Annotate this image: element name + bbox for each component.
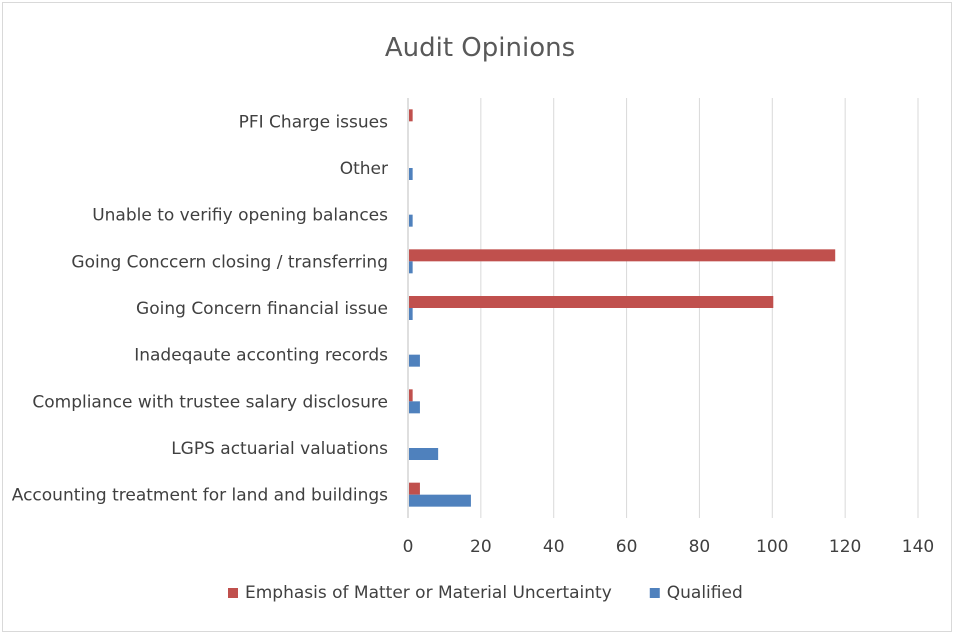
bar-qualified: [409, 354, 420, 367]
chart-title: Audit Opinions: [385, 33, 575, 63]
category-label: Going Conccern closing / transferring: [71, 252, 388, 272]
bar-emphasis: [409, 249, 836, 262]
chart-frame: [2, 2, 952, 632]
legend-swatch: [649, 588, 660, 598]
bar-qualified: [409, 261, 413, 274]
bar-emphasis: [409, 389, 413, 402]
legend-label: Qualified: [667, 583, 743, 603]
bars: [409, 109, 836, 507]
bar-qualified: [409, 214, 413, 227]
category-label: LGPS actuarial valuations: [171, 439, 388, 459]
x-tick-label: 120: [829, 537, 861, 557]
x-tick-label: 40: [543, 537, 565, 557]
legend-swatch: [228, 588, 238, 598]
category-label: PFI Charge issues: [239, 112, 389, 132]
legend: Emphasis of Matter or Material Uncertain…: [228, 583, 743, 603]
category-labels: PFI Charge issues Other Unable to verifiy …: [12, 112, 388, 505]
category-label: Accounting treatment for land and buildi…: [12, 486, 388, 506]
x-tick-label: 80: [689, 537, 711, 557]
bar-emphasis: [409, 482, 420, 495]
x-tick-labels: 0 20 40 60 80 100 120 140: [403, 537, 935, 557]
bar-emphasis: [409, 296, 774, 308]
x-tick-label: 20: [470, 537, 492, 557]
legend-label: Emphasis of Matter or Material Uncertain…: [245, 583, 612, 603]
x-tick-label: 60: [616, 537, 638, 557]
bar-qualified: [409, 448, 439, 460]
bar-qualified: [409, 308, 413, 320]
bar-qualified: [409, 401, 420, 414]
x-tick-label: 140: [902, 537, 934, 557]
category-label: Compliance with trustee salary disclosur…: [32, 392, 388, 412]
x-tick-label: 100: [756, 537, 788, 557]
bar-qualified: [409, 494, 471, 507]
category-label: Other: [340, 159, 388, 179]
bar-emphasis: [409, 109, 413, 122]
category-label: Going Concern financial issue: [136, 299, 388, 319]
category-label: Inadeqaute acconting records: [134, 346, 388, 366]
x-tick-label: 0: [403, 537, 414, 557]
bar-qualified: [409, 168, 413, 180]
category-label: Unable to verifiy opening balances: [92, 206, 388, 226]
